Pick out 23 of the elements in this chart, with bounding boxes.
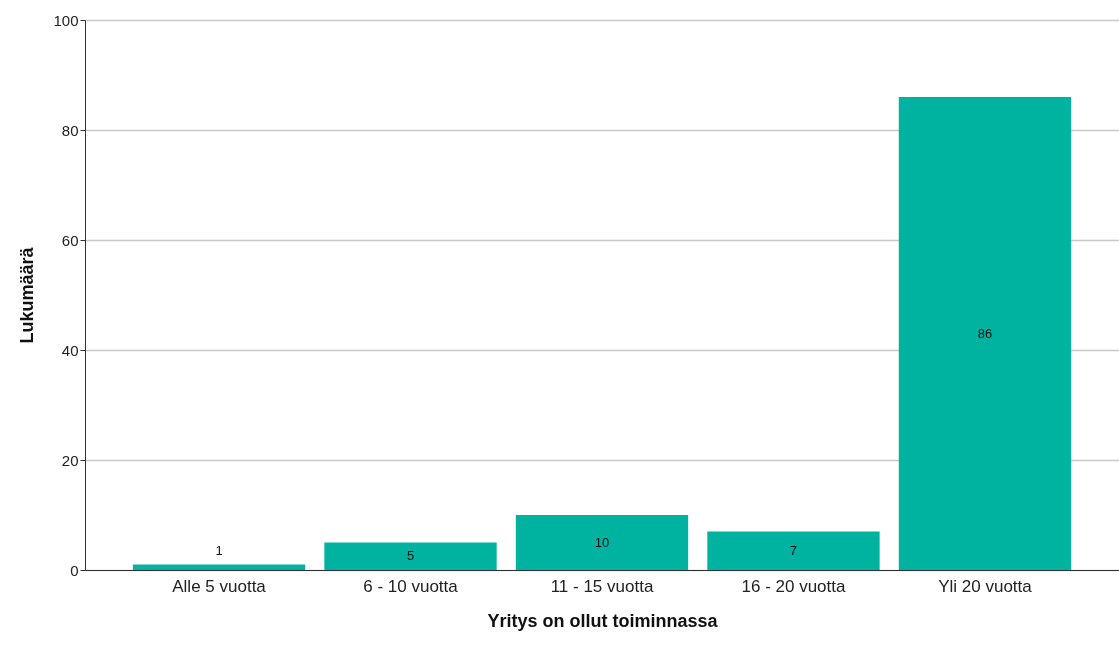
x-tick-label: 16 - 20 vuotta xyxy=(741,576,846,596)
data-label: 10 xyxy=(594,534,610,550)
y-tick-label: 40 xyxy=(61,341,79,359)
y-tick-label: 20 xyxy=(61,451,79,469)
bar xyxy=(515,515,689,570)
y-tick-label: 100 xyxy=(53,11,79,29)
x-tick-label: 11 - 15 vuotta xyxy=(550,576,654,596)
y-tick-label: 80 xyxy=(61,121,79,139)
bar xyxy=(324,542,497,570)
x-axis-title: Yritys on ollut toiminnassa xyxy=(487,610,719,631)
data-label: 5 xyxy=(406,548,415,564)
bar xyxy=(132,564,306,570)
bar xyxy=(707,531,880,570)
data-label: 7 xyxy=(789,542,798,558)
y-tick-label: 60 xyxy=(61,231,79,249)
y-tick-label: 0 xyxy=(70,561,79,579)
x-tick-label: 6 - 10 vuotta xyxy=(363,576,459,596)
bar xyxy=(898,97,1072,570)
x-tick-label: Yli 20 vuotta xyxy=(938,576,1033,596)
y-axis-title: Lukumäärä xyxy=(17,246,38,344)
data-label: 1 xyxy=(215,542,223,558)
x-tick-label: Alle 5 vuotta xyxy=(172,576,267,596)
data-label: 86 xyxy=(977,325,993,341)
